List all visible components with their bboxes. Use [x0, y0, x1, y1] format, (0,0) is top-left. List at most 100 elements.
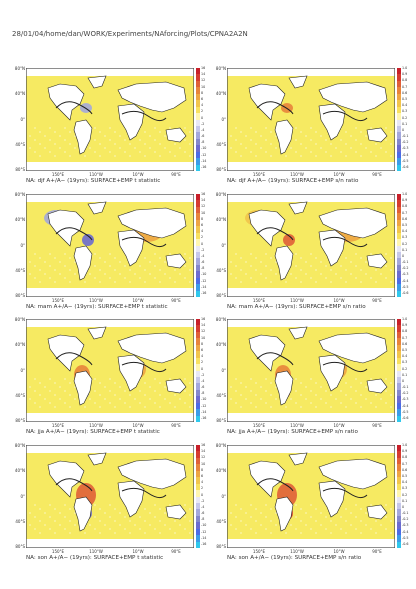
coastline: [366, 378, 388, 394]
stipple-dot: [360, 143, 362, 145]
colorbar-tick-label: 0.6: [402, 467, 408, 472]
stipple-dot: [280, 127, 282, 129]
stipple-dot: [89, 261, 91, 263]
contour-line: [55, 227, 93, 241]
stipple-dot: [345, 143, 347, 145]
colorbar-swatch: [397, 200, 401, 207]
stipple-dot: [69, 520, 71, 522]
map-panel-mam-sn: 80°N 40°N 0° 40°S 80°S 150°E 110°W 10°W …: [213, 190, 409, 317]
colorbar-swatch: [196, 496, 200, 503]
stipple-dot: [255, 520, 257, 522]
stipple-dot: [235, 139, 237, 141]
stipple-dot: [34, 151, 36, 153]
stipple-dot: [255, 508, 257, 510]
stipple-dot: [79, 265, 81, 267]
stipple-dot: [265, 253, 267, 255]
stipple-dot: [39, 508, 41, 510]
coastline: [165, 378, 187, 394]
stipple-dot: [49, 265, 51, 267]
stipple-dot: [385, 265, 387, 267]
contour-line: [256, 352, 294, 366]
stipple-dot: [49, 127, 51, 129]
lon-label: 10°W: [132, 549, 144, 554]
stipple-dot: [280, 390, 282, 392]
colorbar-tick-label: -0.1: [402, 260, 409, 265]
colorbar-swatch: [196, 445, 200, 452]
colorbar-tick-label: 0.8: [402, 78, 408, 83]
map-plot: [26, 194, 194, 297]
colorbar-tick-label: -0.5: [402, 409, 409, 414]
stipple-dot: [119, 524, 121, 526]
stipple-dot: [375, 532, 377, 534]
coastline: [47, 460, 85, 498]
colorbar-tick-label: 10: [201, 335, 206, 340]
colorbar-tick-label: -0.3: [402, 146, 409, 151]
stipple-dot: [149, 135, 151, 137]
colorbar-tick-label: 8: [201, 90, 204, 95]
stipple-dot: [375, 394, 377, 396]
lat-label: 0°: [221, 368, 226, 373]
colorbar-tick-label: 0.7: [402, 210, 408, 215]
stipple-dot: [285, 520, 287, 522]
stipple-dot: [149, 273, 151, 275]
stipple-dot: [99, 131, 101, 133]
lon-label: 110°W: [290, 172, 304, 177]
map-frame: [227, 68, 395, 171]
map-panel-djf-sn: 80°N 40°N 0° 40°S 80°S 150°E 110°W 10°W …: [213, 64, 409, 191]
colorbar-tick-label: 0.4: [402, 103, 408, 108]
coastline: [318, 229, 346, 267]
stipple-dot: [69, 406, 71, 408]
stipple-dot: [375, 257, 377, 259]
contour-line: [55, 101, 93, 115]
colorbar-swatch: [196, 409, 200, 416]
stipple-dot: [390, 382, 392, 384]
stipple-dot: [295, 151, 297, 153]
stipple-dot: [255, 382, 257, 384]
stipple-dot: [265, 127, 267, 129]
stipple-dot: [380, 261, 382, 263]
colorbar-swatch: [397, 509, 401, 516]
colorbar-swatch: [397, 376, 401, 384]
colorbar-swatch: [397, 158, 401, 165]
stipple-dot: [59, 273, 61, 275]
stipple-dot: [39, 269, 41, 271]
colorbar-tick-label: -0.4: [402, 403, 409, 408]
colorbar-swatch: [397, 396, 401, 403]
stipple-dot: [230, 386, 232, 388]
colorbar-tick-label: -16: [201, 291, 207, 295]
coastline: [366, 127, 388, 143]
stipple-dot: [114, 394, 116, 396]
stipple-dot: [94, 504, 96, 506]
stipple-dot: [390, 520, 392, 522]
stipple-dot: [174, 269, 176, 271]
stipple-dot: [79, 253, 81, 255]
stipple-dot: [270, 257, 272, 259]
lat-label: 0°: [221, 243, 226, 248]
map-frame: [227, 445, 395, 548]
stipple-dot: [390, 257, 392, 259]
colorbar-swatch: [397, 106, 401, 114]
stipple-dot: [129, 155, 131, 157]
land-mask: [275, 371, 293, 405]
colorbar-swatch: [196, 194, 200, 201]
stipple-dot: [74, 512, 76, 514]
stipple-dot: [94, 378, 96, 380]
stipple-dot: [134, 147, 136, 149]
stipple-dot: [189, 155, 191, 157]
stipple-dot: [134, 524, 136, 526]
colorbar-swatch: [196, 151, 200, 159]
stipple-dot: [99, 532, 101, 534]
stipple-dot: [315, 520, 317, 522]
stipple-dot: [79, 127, 81, 129]
coastline: [117, 458, 187, 490]
stipple-dot: [34, 402, 36, 404]
land-mask: [118, 459, 186, 489]
stipple-dot: [385, 516, 387, 518]
lon-label: 150°E: [51, 423, 65, 428]
stipple-dot: [375, 520, 377, 522]
stipple-dot: [129, 382, 131, 384]
stipple-dot: [174, 520, 176, 522]
stipple-dot: [230, 273, 232, 275]
stipple-dot: [104, 261, 106, 263]
land-mask: [166, 128, 186, 142]
